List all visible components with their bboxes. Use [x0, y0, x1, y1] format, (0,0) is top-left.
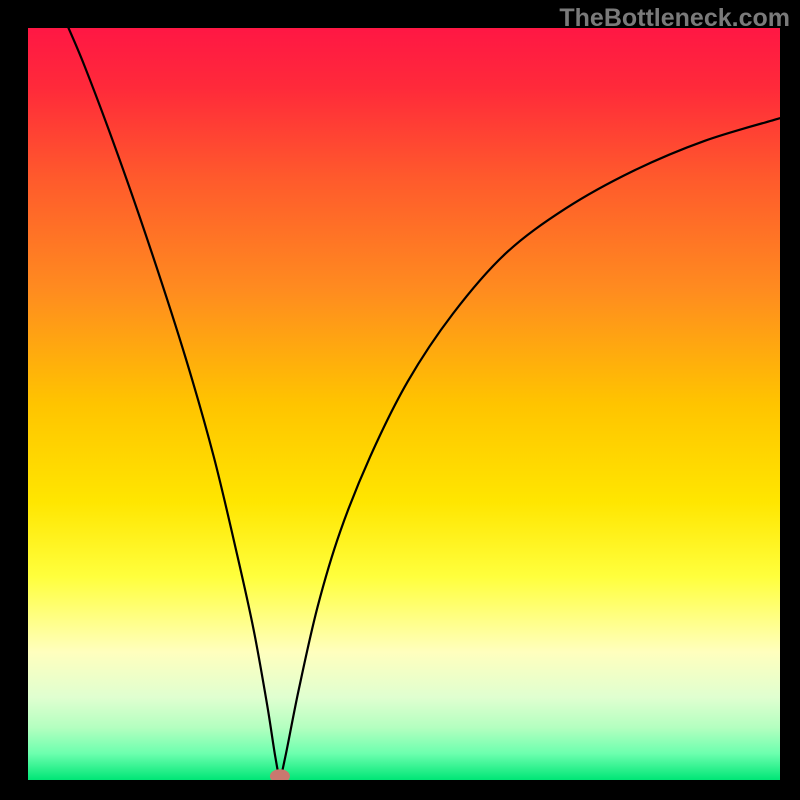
- bottleneck-chart: [28, 28, 780, 780]
- chart-background: [28, 28, 780, 780]
- chart-svg: [28, 28, 780, 780]
- watermark-text: TheBottleneck.com: [559, 4, 790, 33]
